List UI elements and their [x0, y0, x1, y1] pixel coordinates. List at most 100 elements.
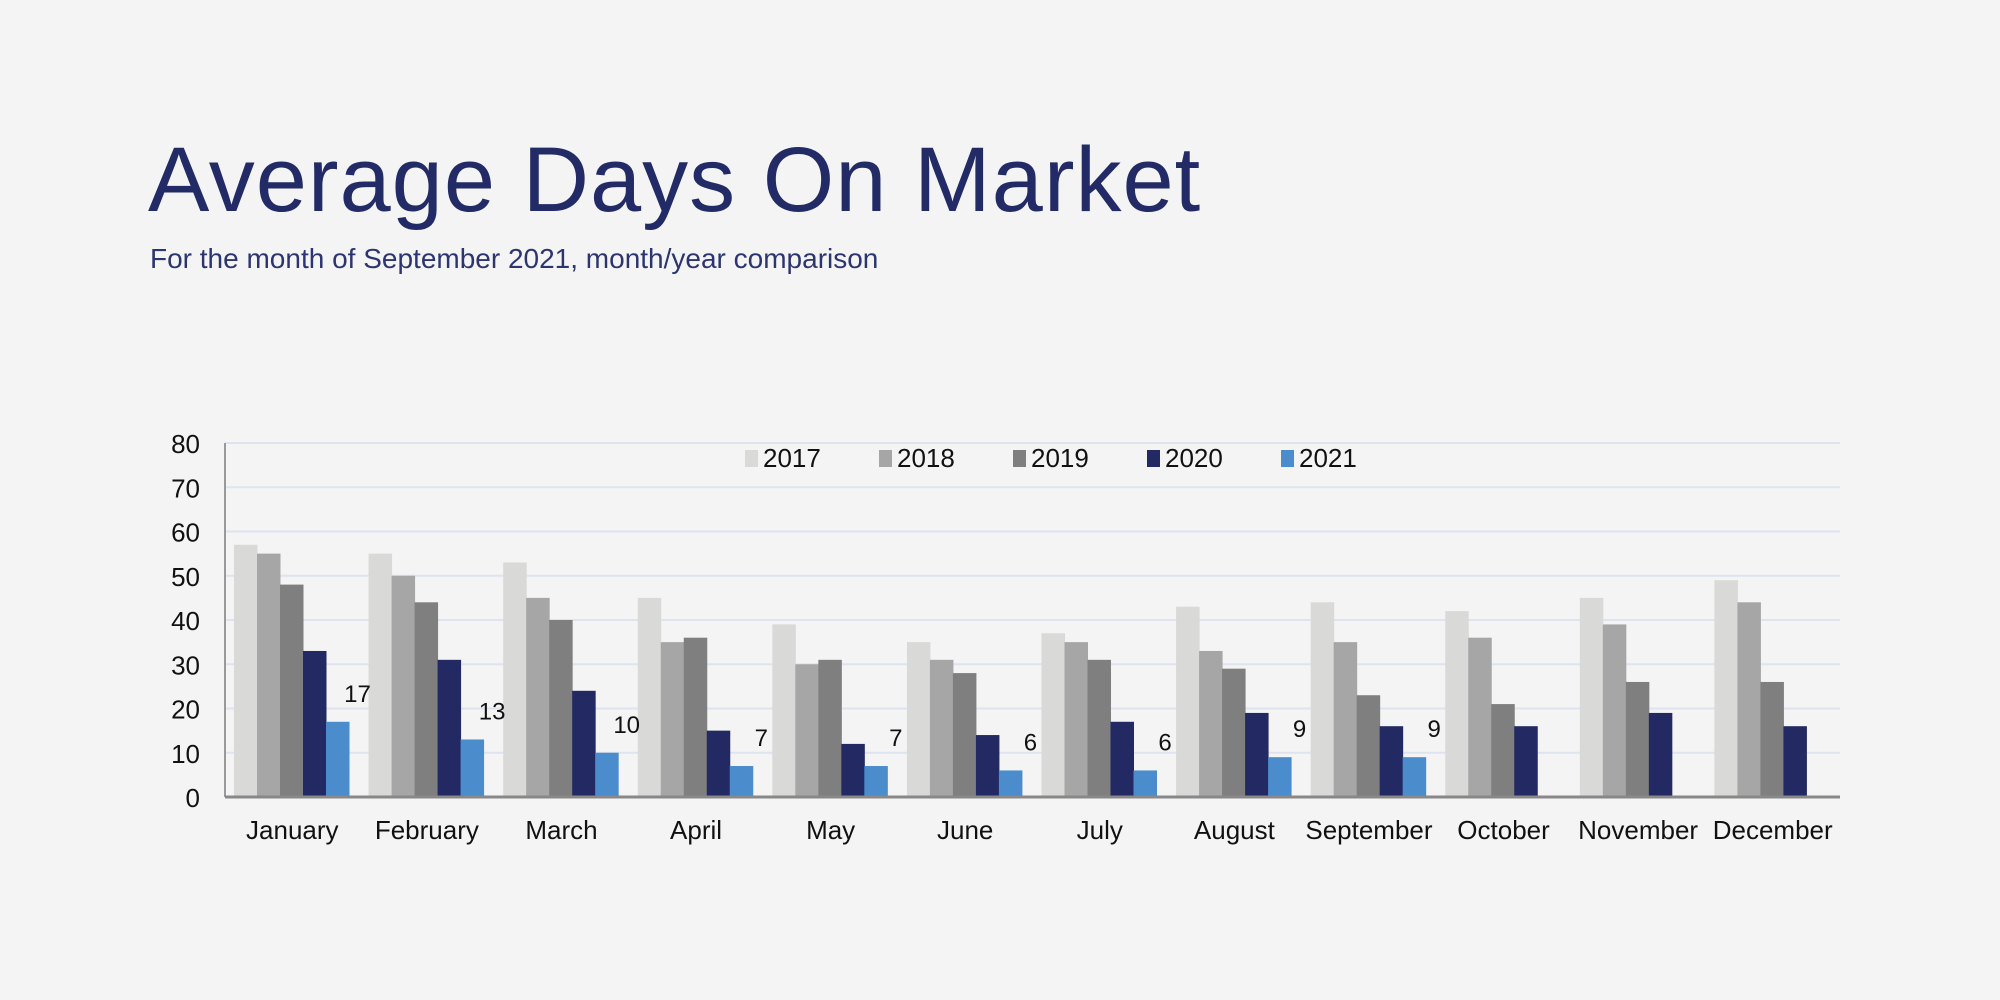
- bar-2019-october: [1491, 704, 1515, 797]
- bar-2020-may: [841, 743, 865, 797]
- y-tick-label: 20: [171, 695, 200, 725]
- legend-label: 2019: [1031, 443, 1089, 473]
- y-tick-label: 60: [171, 518, 200, 548]
- legend: 2017 2018 2019 2020 2021: [745, 443, 1357, 473]
- y-tick-label: 30: [171, 650, 200, 680]
- x-tick-label: September: [1305, 815, 1433, 845]
- bar-2019-november: [1625, 681, 1650, 797]
- bar-2018-october: [1468, 637, 1492, 797]
- legend-swatch-2019: [1013, 450, 1026, 467]
- bar-2017-november: [1579, 597, 1604, 797]
- bar-2020-july: [1110, 721, 1134, 797]
- bar-2021-june: [998, 770, 1023, 797]
- bar-2018-may: [795, 664, 819, 797]
- bar-2018-september: [1333, 642, 1358, 797]
- bar-2020-february: [437, 659, 462, 797]
- legend-label: 2018: [897, 443, 955, 473]
- page-subtitle: For the month of September 2021, month/y…: [150, 243, 879, 274]
- x-tick-label: April: [670, 815, 722, 845]
- legend-swatch-2021: [1281, 450, 1294, 467]
- bar-2020-september: [1379, 726, 1404, 797]
- bar-2020-october: [1514, 726, 1538, 797]
- bar-2018-january: [257, 553, 281, 797]
- y-tick-label: 80: [171, 429, 200, 459]
- bar-2018-march: [526, 597, 550, 797]
- y-tick-label: 50: [171, 562, 200, 592]
- data-label: 9: [1293, 716, 1306, 743]
- bar-2018-february: [391, 575, 416, 797]
- data-label: 10: [613, 712, 640, 739]
- legend-label: 2020: [1165, 443, 1223, 473]
- bar-2017-april: [637, 597, 662, 797]
- bar-2019-march: [549, 620, 573, 797]
- x-tick-label: October: [1457, 815, 1550, 845]
- bar-2017-june: [906, 642, 931, 797]
- bar-2017-august: [1176, 606, 1200, 797]
- x-tick-label: March: [525, 815, 597, 845]
- bar-2018-november: [1602, 624, 1627, 797]
- data-label: 9: [1427, 716, 1440, 743]
- x-tick-label: August: [1194, 815, 1276, 845]
- bar-2021-march: [595, 752, 619, 797]
- legend-label: 2017: [763, 443, 821, 473]
- bar-2019-september: [1356, 695, 1381, 797]
- data-label: 17: [344, 681, 371, 708]
- data-label: 13: [479, 698, 506, 725]
- data-labels: 17 13 10 7 7 6 6 9 9: [344, 681, 1441, 757]
- bar-2021-april: [729, 766, 754, 797]
- bar-2021-september: [1402, 757, 1427, 797]
- bar-2021-august: [1268, 757, 1292, 797]
- bar-2020-april: [706, 730, 731, 797]
- x-tick-label: July: [1077, 815, 1123, 845]
- bar-2017-september: [1310, 602, 1335, 797]
- bar-2019-august: [1222, 668, 1246, 797]
- bar-2019-january: [280, 584, 304, 797]
- bar-2018-april: [660, 642, 685, 797]
- bar-2020-august: [1245, 712, 1269, 797]
- bar-2020-december: [1783, 726, 1807, 797]
- bar-2019-april: [683, 637, 708, 797]
- page-title: Average Days On Market: [148, 129, 1202, 231]
- bar-2020-november: [1648, 712, 1673, 797]
- bar-2019-may: [818, 659, 842, 797]
- bar-2018-july: [1064, 642, 1088, 797]
- bars: [234, 544, 1807, 797]
- bar-2021-february: [460, 739, 485, 797]
- x-tick-label: January: [246, 815, 339, 845]
- y-tick-label: 0: [186, 783, 200, 813]
- legend-swatch-2018: [879, 450, 892, 467]
- bar-2021-january: [326, 721, 350, 797]
- x-tick-label: June: [937, 815, 993, 845]
- x-tick-label: May: [806, 815, 855, 845]
- bar-2021-july: [1133, 770, 1157, 797]
- y-tick-label: 10: [171, 739, 200, 769]
- legend-swatch-2020: [1147, 450, 1160, 467]
- data-label: 6: [1158, 729, 1171, 756]
- x-tick-label: December: [1713, 815, 1833, 845]
- y-tick-label: 40: [171, 606, 200, 636]
- data-label: 6: [1024, 729, 1037, 756]
- bar-2018-august: [1199, 650, 1223, 797]
- bar-2019-july: [1087, 659, 1111, 797]
- bar-2017-march: [503, 562, 527, 797]
- x-tick-label: February: [375, 815, 479, 845]
- legend-label: 2021: [1299, 443, 1357, 473]
- bar-2019-february: [414, 602, 439, 797]
- bar-2020-june: [975, 735, 1000, 797]
- data-label: 7: [889, 725, 902, 752]
- gridlines: [225, 442, 1840, 754]
- x-axis: January February March April May June July Augu…: [225, 795, 1840, 845]
- bar-2020-march: [572, 690, 596, 797]
- y-axis: 0 10 20 30 40 50 60 70 80: [171, 429, 226, 813]
- bar-2019-december: [1760, 681, 1784, 797]
- bar-2017-february: [368, 553, 393, 797]
- y-tick-label: 70: [171, 473, 200, 503]
- bar-2019-june: [952, 673, 977, 797]
- bar-2018-june: [929, 659, 954, 797]
- bar-2020-january: [303, 650, 327, 797]
- bar-2021-may: [864, 766, 888, 797]
- bar-2017-may: [772, 624, 796, 797]
- data-label: 7: [755, 725, 768, 752]
- bar-2017-december: [1714, 580, 1738, 797]
